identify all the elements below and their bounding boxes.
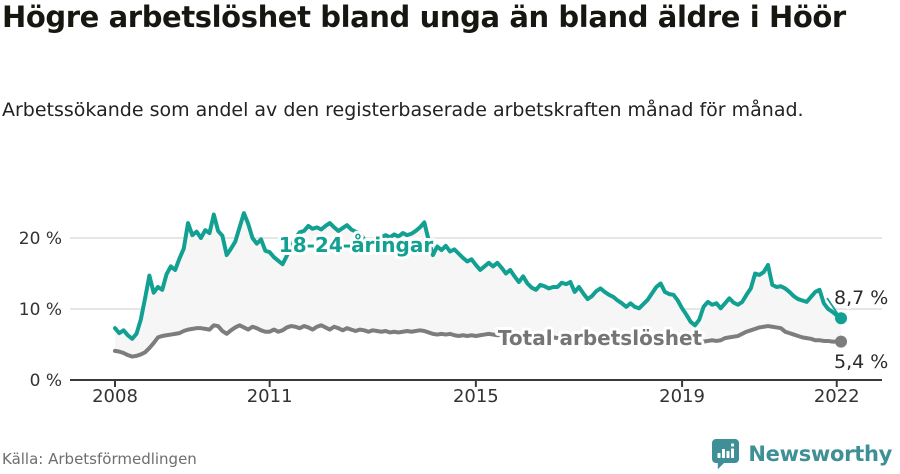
newsworthy-bubble-chart-icon	[711, 438, 741, 470]
source-note: Källa: Arbetsförmedlingen	[2, 450, 197, 468]
x-tick-label: 2019	[659, 386, 705, 407]
x-tick-label: 2011	[247, 386, 293, 407]
y-tick-label: 20 %	[19, 229, 62, 249]
end-label-leader	[826, 297, 839, 315]
series-label-young: 18-24-åringar	[279, 233, 434, 257]
y-tick-label: 0 %	[30, 371, 62, 391]
fill-between-band	[115, 213, 842, 357]
series-line-young	[113, 211, 844, 341]
series-label-total: Total arbetslöshet	[498, 326, 703, 350]
end-value-total: 5,4 %	[834, 351, 888, 373]
page-title: Högre arbetslöshet bland unga än bland ä…	[2, 0, 846, 34]
series-line-total	[113, 323, 844, 359]
x-tick-label: 2022	[814, 386, 860, 407]
end-value-young: 8,7 %	[834, 287, 888, 309]
brand-logo: Newsworthy	[711, 438, 892, 470]
end-dot-total	[835, 335, 848, 348]
x-tick-label: 2008	[92, 386, 138, 407]
y-tick-label: 10 %	[19, 300, 62, 320]
brand-name: Newsworthy	[748, 442, 892, 466]
page-subtitle: Arbetssökande som andel av den registerb…	[2, 99, 804, 121]
line-chart: 2008 2011 2015 2019 2022 0 % 10 % 20 % 18-24-åri…	[0, 188, 900, 420]
x-tick-label: 2015	[453, 386, 499, 407]
chart-canvas: 2008 2011 2015 2019 2022 0 % 10 % 20 % 18-24-åri…	[19, 211, 891, 407]
end-dot-young	[835, 312, 848, 325]
